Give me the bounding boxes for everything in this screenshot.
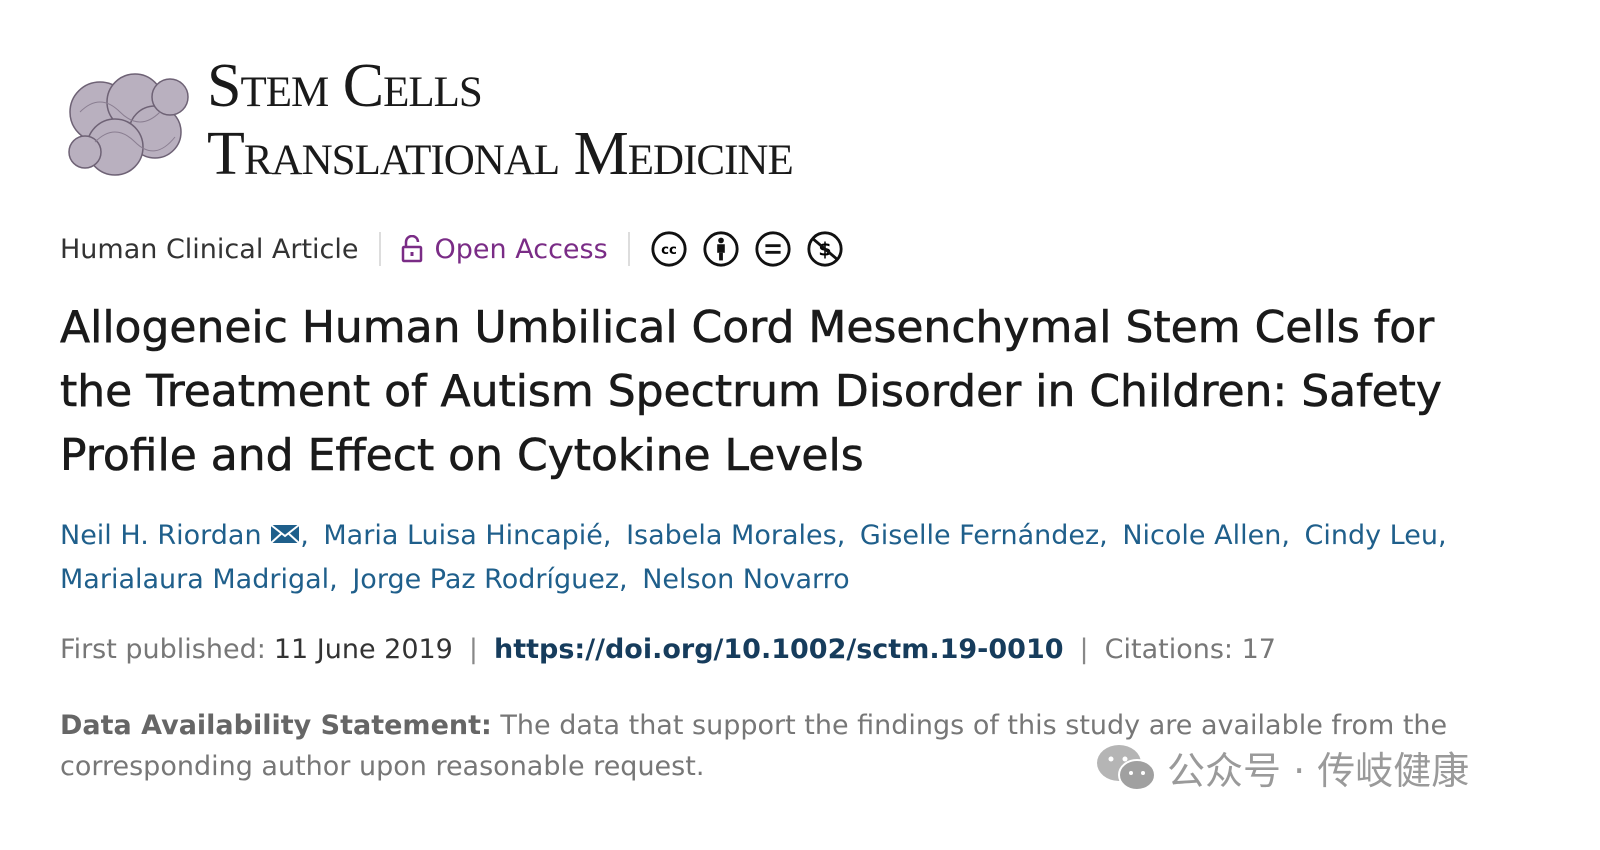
cc-icon: cc bbox=[651, 231, 687, 267]
author-link[interactable]: Neil H. Riordan , bbox=[60, 520, 309, 551]
first-published-label: First published: bbox=[60, 634, 266, 665]
author-link[interactable]: Jorge Paz Rodríguez, bbox=[352, 564, 628, 595]
author-link[interactable]: Cindy Leu, bbox=[1304, 520, 1447, 551]
author-link[interactable]: Giselle Fernández, bbox=[859, 520, 1108, 551]
wechat-icon bbox=[1097, 744, 1156, 791]
data-availability-statement: Data Availability Statement: The data th… bbox=[60, 705, 1480, 787]
author-link[interactable]: Isabela Morales, bbox=[626, 520, 846, 551]
article-type[interactable]: Human Clinical Article bbox=[60, 233, 359, 265]
author-link[interactable]: Marialaura Madrigal, bbox=[60, 564, 338, 595]
author-link[interactable]: Nicole Allen, bbox=[1122, 520, 1290, 551]
das-label: Data Availability Statement: bbox=[60, 710, 492, 741]
author-list: Neil H. Riordan , Maria Luisa Hincapié, … bbox=[60, 514, 1530, 602]
journal-logo[interactable]: Stem Cells Translational Medicine bbox=[60, 51, 794, 188]
open-access-badge[interactable]: Open Access bbox=[401, 234, 608, 265]
article-title: Allogeneic Human Umbilical Cord Mesenchy… bbox=[60, 302, 1443, 482]
nc-icon: $ bbox=[807, 231, 843, 267]
watermark-text: 公众号 · 传岐健康 bbox=[1167, 749, 1470, 793]
unlock-icon bbox=[401, 235, 422, 263]
watermark: 公众号 · 传岐健康 bbox=[1095, 740, 1469, 795]
open-access-label: Open Access bbox=[434, 233, 608, 265]
cell-cluster-logo-icon bbox=[68, 73, 189, 176]
journal-name-line2: Translational Medicine bbox=[207, 119, 794, 188]
svg-text:cc: cc bbox=[661, 243, 677, 258]
license-icons[interactable]: cc $ bbox=[650, 230, 844, 268]
divider: | bbox=[1079, 634, 1089, 665]
divider bbox=[378, 232, 381, 266]
author-link[interactable]: Nelson Novarro bbox=[642, 564, 850, 595]
das-text: The data that support the findings of th… bbox=[60, 710, 1448, 782]
divider: | bbox=[468, 634, 478, 665]
citations-count[interactable]: Citations: 17 bbox=[1104, 634, 1276, 665]
divider bbox=[627, 232, 630, 266]
nd-icon bbox=[755, 231, 791, 267]
publication-info: First published: 11 June 2019 | https://… bbox=[60, 634, 1276, 665]
doi-link[interactable]: https://doi.org/10.1002/sctm.19-0010 bbox=[493, 634, 1064, 665]
publication-date: 11 June 2019 bbox=[273, 634, 453, 665]
by-icon bbox=[703, 231, 739, 267]
email-icon[interactable] bbox=[270, 524, 300, 544]
article-meta-row: Human Clinical Article Open Access cc $ bbox=[60, 230, 844, 268]
author-link[interactable]: Maria Luisa Hincapié, bbox=[323, 520, 612, 551]
journal-name-line1: Stem Cells bbox=[207, 51, 483, 120]
